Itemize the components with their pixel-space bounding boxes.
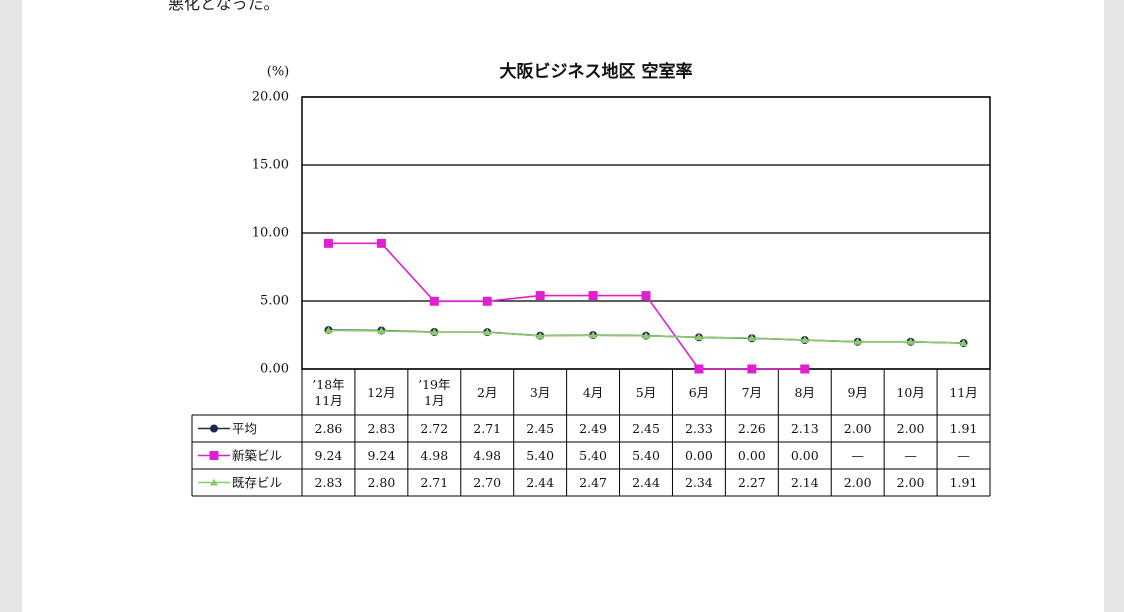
x-tick-label: 6月 — [688, 385, 710, 400]
marker — [642, 331, 650, 339]
y-tick-label: 20.00 — [252, 90, 289, 105]
value-label: 2.70 — [473, 474, 502, 490]
value-label: 9.24 — [367, 447, 396, 463]
x-tick-label: 11月 — [949, 385, 978, 400]
value-label: 5.40 — [579, 447, 607, 463]
value-label: 5.40 — [526, 447, 555, 463]
value-label: 2.71 — [420, 474, 449, 490]
value-label: 2.47 — [579, 474, 607, 490]
marker — [377, 326, 386, 334]
value-label: 2.34 — [684, 474, 713, 490]
value-label: 1.91 — [949, 420, 978, 436]
y-unit: (%) — [267, 65, 290, 80]
value-label: 2.00 — [843, 474, 872, 490]
chart-title: 大阪ビジネス地区 空室率 — [500, 61, 693, 82]
value-label: 2.26 — [737, 420, 766, 436]
x-tick-label: 3月 — [529, 385, 551, 400]
x-tick-label: 8月 — [794, 385, 815, 400]
plot-border — [301, 96, 991, 370]
marker — [906, 337, 915, 345]
marker — [747, 364, 757, 374]
legend-label: 平均 — [232, 420, 258, 436]
value-label: 0.00 — [737, 447, 766, 463]
value-label: 2.44 — [632, 474, 660, 490]
x-tick-label: 12月 — [367, 385, 396, 400]
y-tick-label: 15.00 — [252, 158, 289, 173]
x-tick-label: ’18年 11月 — [312, 377, 345, 408]
value-label: 2.80 — [367, 474, 396, 490]
value-label: 0.00 — [684, 447, 713, 463]
value-label: 2.27 — [737, 474, 766, 490]
marker — [535, 291, 545, 301]
legend-marker — [210, 424, 218, 433]
value-label: — — [957, 447, 970, 463]
y-tick-label: 0.00 — [260, 362, 289, 377]
intro-text: 悪化となった。 — [168, 0, 280, 13]
marker — [694, 364, 704, 374]
legend-marker — [209, 451, 219, 460]
legend-marker — [210, 478, 218, 486]
card — [22, 0, 1104, 612]
x-tick-label: 4月 — [582, 385, 604, 400]
marker — [536, 331, 545, 339]
value-label: 2.86 — [314, 420, 343, 436]
value-label: 2.33 — [684, 420, 713, 436]
marker — [483, 328, 492, 336]
value-label: 2.00 — [896, 474, 925, 490]
y-tick-label: 10.00 — [252, 226, 289, 241]
marker — [323, 238, 333, 248]
value-label: 2.00 — [896, 420, 925, 436]
value-label: 1.91 — [949, 474, 978, 490]
value-label: 2.45 — [526, 420, 555, 436]
marker — [694, 333, 703, 341]
value-label: 4.98 — [420, 447, 449, 463]
marker — [641, 291, 651, 301]
value-label: 0.00 — [790, 447, 819, 463]
value-label: 2.45 — [632, 420, 660, 436]
value-label: 2.72 — [420, 420, 449, 436]
x-tick-label: 9月 — [847, 385, 868, 400]
value-label: 2.71 — [473, 420, 502, 436]
marker — [800, 335, 809, 343]
marker — [959, 339, 968, 347]
marker — [482, 296, 492, 306]
legend-label: 新築ビル — [232, 447, 283, 463]
series-line — [328, 242, 805, 370]
value-label: 2.44 — [526, 474, 555, 490]
marker — [588, 291, 598, 301]
x-tick-label: 10月 — [896, 385, 925, 400]
value-label: 2.00 — [843, 420, 872, 436]
y-tick-label: 5.00 — [260, 294, 289, 309]
value-label: — — [904, 447, 917, 463]
x-tick-label: 5月 — [635, 385, 657, 400]
value-label: 2.49 — [579, 420, 607, 436]
marker — [324, 326, 333, 334]
marker — [376, 238, 386, 248]
value-label: 2.14 — [790, 474, 819, 490]
value-label: 4.98 — [473, 447, 502, 463]
value-label: 5.40 — [632, 447, 660, 463]
value-label: 9.24 — [314, 447, 343, 463]
marker — [589, 331, 598, 339]
marker — [853, 337, 862, 345]
value-label: — — [851, 447, 864, 463]
value-label: 2.83 — [367, 420, 396, 436]
x-tick-label: ’19年 1月 — [418, 377, 451, 408]
x-tick-label: 7月 — [741, 385, 763, 400]
value-label: 2.83 — [314, 474, 343, 490]
marker — [747, 334, 756, 342]
x-tick-label: 2月 — [477, 385, 498, 400]
marker — [429, 296, 439, 306]
marker — [800, 364, 810, 374]
value-label: 2.13 — [790, 420, 819, 436]
legend-label: 既存ビル — [232, 474, 283, 490]
marker — [430, 328, 439, 336]
